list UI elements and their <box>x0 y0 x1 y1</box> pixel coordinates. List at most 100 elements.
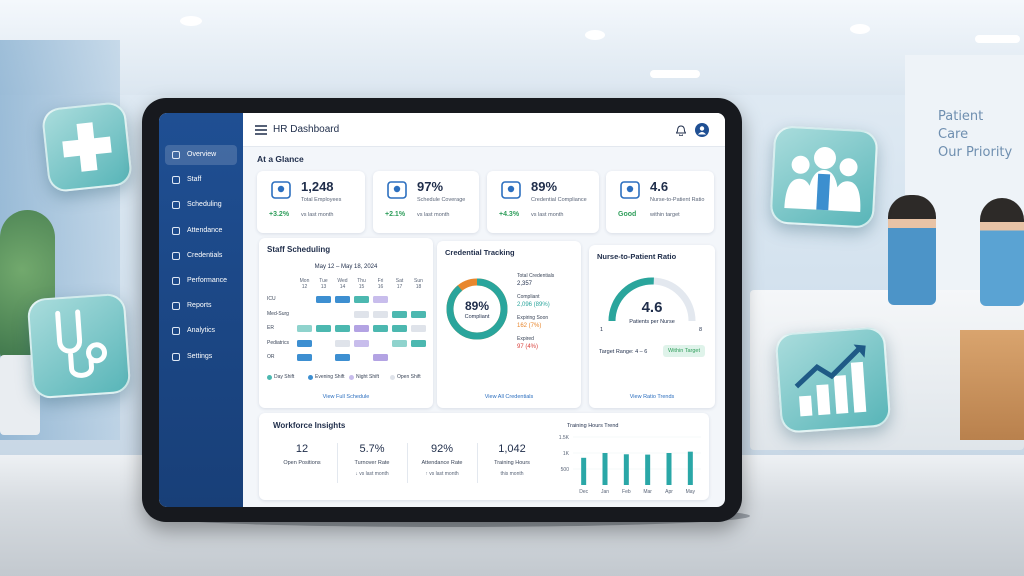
day-name: Wed <box>337 278 348 284</box>
panel-title: Credential Tracking <box>445 248 515 257</box>
legend-dot <box>390 375 395 380</box>
desk-wood <box>960 330 1024 440</box>
icon-shape <box>393 185 401 193</box>
kpi-value: 1,248 <box>301 179 334 194</box>
icon-tile-medical-cross <box>40 100 134 194</box>
section-title: At a Glance <box>257 154 304 164</box>
kpi-change: Good <box>618 211 637 218</box>
nav-item[interactable]: Performance <box>165 271 237 291</box>
panel-title: Staff Scheduling <box>267 245 331 254</box>
tablet: Overview Staff Scheduling Attendance Credent… <box>142 98 742 522</box>
nav-label: Overview <box>187 151 217 158</box>
x-tick-label: Feb <box>622 489 631 495</box>
nav-label: Credentials <box>187 251 223 259</box>
person-head <box>839 158 858 177</box>
day-name: Sat <box>395 278 404 284</box>
kpi-card: 1,248 Total Employees +3.2% vs last month <box>257 171 365 233</box>
sign-text: Patient Care Our Priority <box>938 108 1018 162</box>
icon-bar <box>816 384 831 416</box>
avatar[interactable] <box>695 123 709 137</box>
kpi-value: 4.6 <box>650 179 669 194</box>
notifications-icon[interactable] <box>676 125 686 136</box>
kpi-icon <box>387 181 407 199</box>
nav-item[interactable]: Overview <box>165 145 237 165</box>
nav-icon <box>172 277 180 285</box>
unit-label: OR <box>267 354 275 360</box>
top-bar: HR Dashboard <box>243 113 725 147</box>
bar <box>581 457 587 485</box>
nav-label: Attendance <box>187 226 223 234</box>
sign-line: Care <box>938 127 969 142</box>
nav-item[interactable]: Reports <box>165 296 237 316</box>
shift-cell <box>411 310 426 318</box>
shift-cell <box>316 296 331 303</box>
link[interactable]: View Full Schedule <box>322 394 370 400</box>
target-range: Target Range: 4 – 6 <box>599 349 648 355</box>
nav-item[interactable]: Settings <box>165 347 237 367</box>
kpi-label: Schedule Coverage <box>417 197 466 203</box>
stat-note: ↓ vs last month <box>355 471 389 477</box>
stat-label: Expiring Soon <box>517 315 549 321</box>
kpi-icon <box>620 181 640 199</box>
legend-dot <box>308 375 313 380</box>
stat-label: Attendance Rate <box>421 460 463 466</box>
day-date: 12 <box>301 284 308 290</box>
icon-shape <box>271 181 291 199</box>
kpi-icon <box>501 181 521 199</box>
shift-cell <box>373 325 388 332</box>
bell-shape <box>676 125 686 136</box>
kpi-change: +4.3% <box>499 211 520 218</box>
shift-cell <box>316 325 331 332</box>
nav-item[interactable]: Attendance <box>165 221 237 241</box>
shift-cell <box>297 339 312 347</box>
nav-item[interactable]: Credentials <box>165 246 237 266</box>
nav-label: Scheduling <box>187 201 222 209</box>
stat-value: 2,357 <box>517 281 533 287</box>
nav-label: Reports <box>187 302 212 310</box>
y-tick-label: 500 <box>561 467 570 473</box>
y-tick-label: 1K <box>563 451 570 457</box>
gauge-value <box>608 277 654 322</box>
nav-item[interactable]: Scheduling <box>165 195 237 215</box>
gauge-max: 8 <box>699 327 703 333</box>
ceiling-light <box>975 35 1020 43</box>
x-tick-label: May <box>686 489 696 495</box>
kpi-card: 97% Schedule Coverage +2.1% vs last month <box>373 171 479 233</box>
shift-cell <box>335 296 350 303</box>
link[interactable]: View Ratio Trends <box>629 394 675 400</box>
person-head <box>791 155 810 174</box>
icon-tile-stethoscope <box>26 292 132 400</box>
link[interactable]: View All Credentials <box>484 394 534 400</box>
legend-label: Day Shift <box>274 374 295 380</box>
stat-value: 2,096 (89%) <box>517 302 550 308</box>
bar <box>602 453 608 485</box>
nav-label: Settings <box>187 352 213 360</box>
donut-value: 89% <box>464 299 490 313</box>
page-title: HR Dashboard <box>273 124 340 135</box>
gauge <box>608 277 696 322</box>
credentials-panel: Credential Tracking 89% Compliant Total Cre… <box>437 241 581 408</box>
icon-bar <box>833 375 849 414</box>
stat-value: 1,042 <box>498 443 526 455</box>
icon-shape <box>626 185 634 193</box>
menu-icon[interactable] <box>255 125 267 135</box>
bar <box>623 454 629 485</box>
kpi-card: 89% Credential Compliance +4.3% vs last mon… <box>487 171 599 233</box>
shift-cell <box>392 325 407 332</box>
shift-cell <box>411 339 426 347</box>
stat-value: 162 (7%) <box>517 323 542 329</box>
day-date: 14 <box>339 284 346 290</box>
nurse <box>980 198 1024 306</box>
nav-item[interactable]: Staff <box>165 170 237 190</box>
nav-item[interactable]: Analytics <box>165 321 237 341</box>
stat-value: 92% <box>430 443 454 455</box>
stat-label: Turnover Rate <box>354 460 390 466</box>
stat-label: Compliant <box>517 294 540 300</box>
unit-label: Pediatrics <box>267 339 289 346</box>
donut-compliant <box>446 278 508 340</box>
training-chart: Training Hours Trend 500 1K 1.5K Dec Jan Feb Ma… <box>559 423 701 495</box>
ceiling-light <box>180 16 202 26</box>
day-name: Sun <box>414 278 423 284</box>
kpi-note: vs last month <box>301 212 334 218</box>
unit-label: ICU <box>267 296 276 302</box>
